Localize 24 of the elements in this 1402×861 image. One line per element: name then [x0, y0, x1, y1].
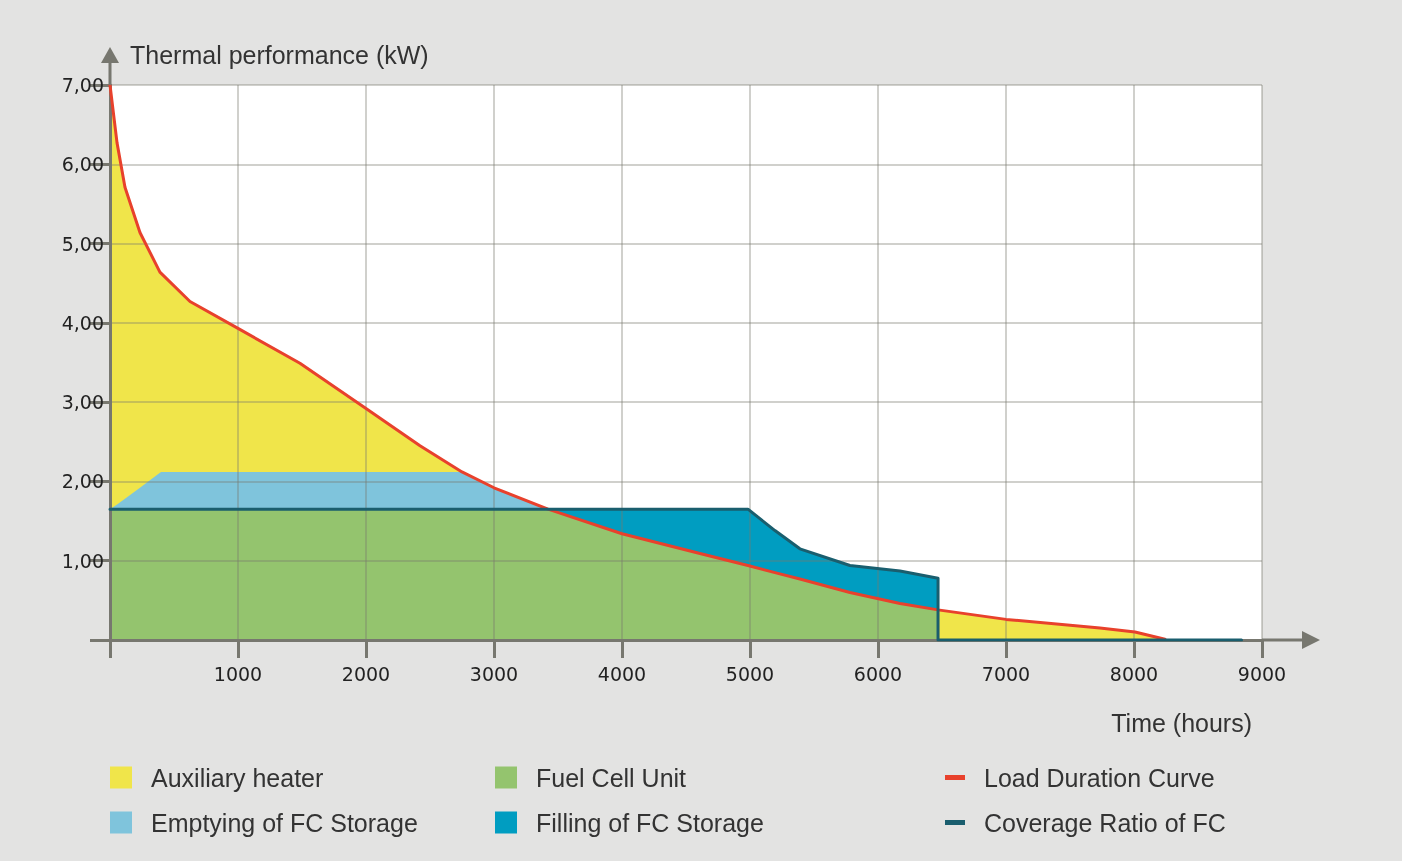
- x-tick-label: 5000: [725, 662, 775, 685]
- x-tick-label: 1000: [213, 662, 263, 685]
- legend-label: Fuel Cell Unit: [536, 763, 687, 792]
- y-tick-label: 3,00: [61, 391, 104, 414]
- y-axis-title: Thermal performance (kW): [130, 40, 429, 69]
- y-tick-label: 7,00: [61, 74, 104, 96]
- x-tick-label: 2000: [341, 662, 391, 685]
- legend-label: Auxiliary heater: [151, 763, 324, 792]
- legend-label: Load Duration Curve: [984, 763, 1215, 792]
- legend-label: Filling of FC Storage: [536, 808, 764, 837]
- x-tick-label: 3000: [469, 662, 519, 685]
- y-tick-label: 2,00: [61, 470, 104, 493]
- x-tick-label: 4000: [597, 662, 647, 685]
- x-tick-label: 7000: [981, 662, 1031, 685]
- y-tick-label: 4,00: [61, 311, 104, 334]
- x-tick-label: 9000: [1237, 662, 1287, 685]
- y-tick-label: 5,00: [61, 232, 104, 255]
- y-tick-label: 1,00: [61, 549, 104, 572]
- y-tick-label: 6,00: [61, 153, 104, 176]
- x-axis-title: Time (hours): [1111, 708, 1252, 737]
- x-tick-label: 8000: [1109, 662, 1159, 685]
- legend-label: Emptying of FC Storage: [151, 808, 418, 837]
- legend-label: Coverage Ratio of FC: [984, 808, 1226, 837]
- x-tick-label: 6000: [853, 662, 903, 685]
